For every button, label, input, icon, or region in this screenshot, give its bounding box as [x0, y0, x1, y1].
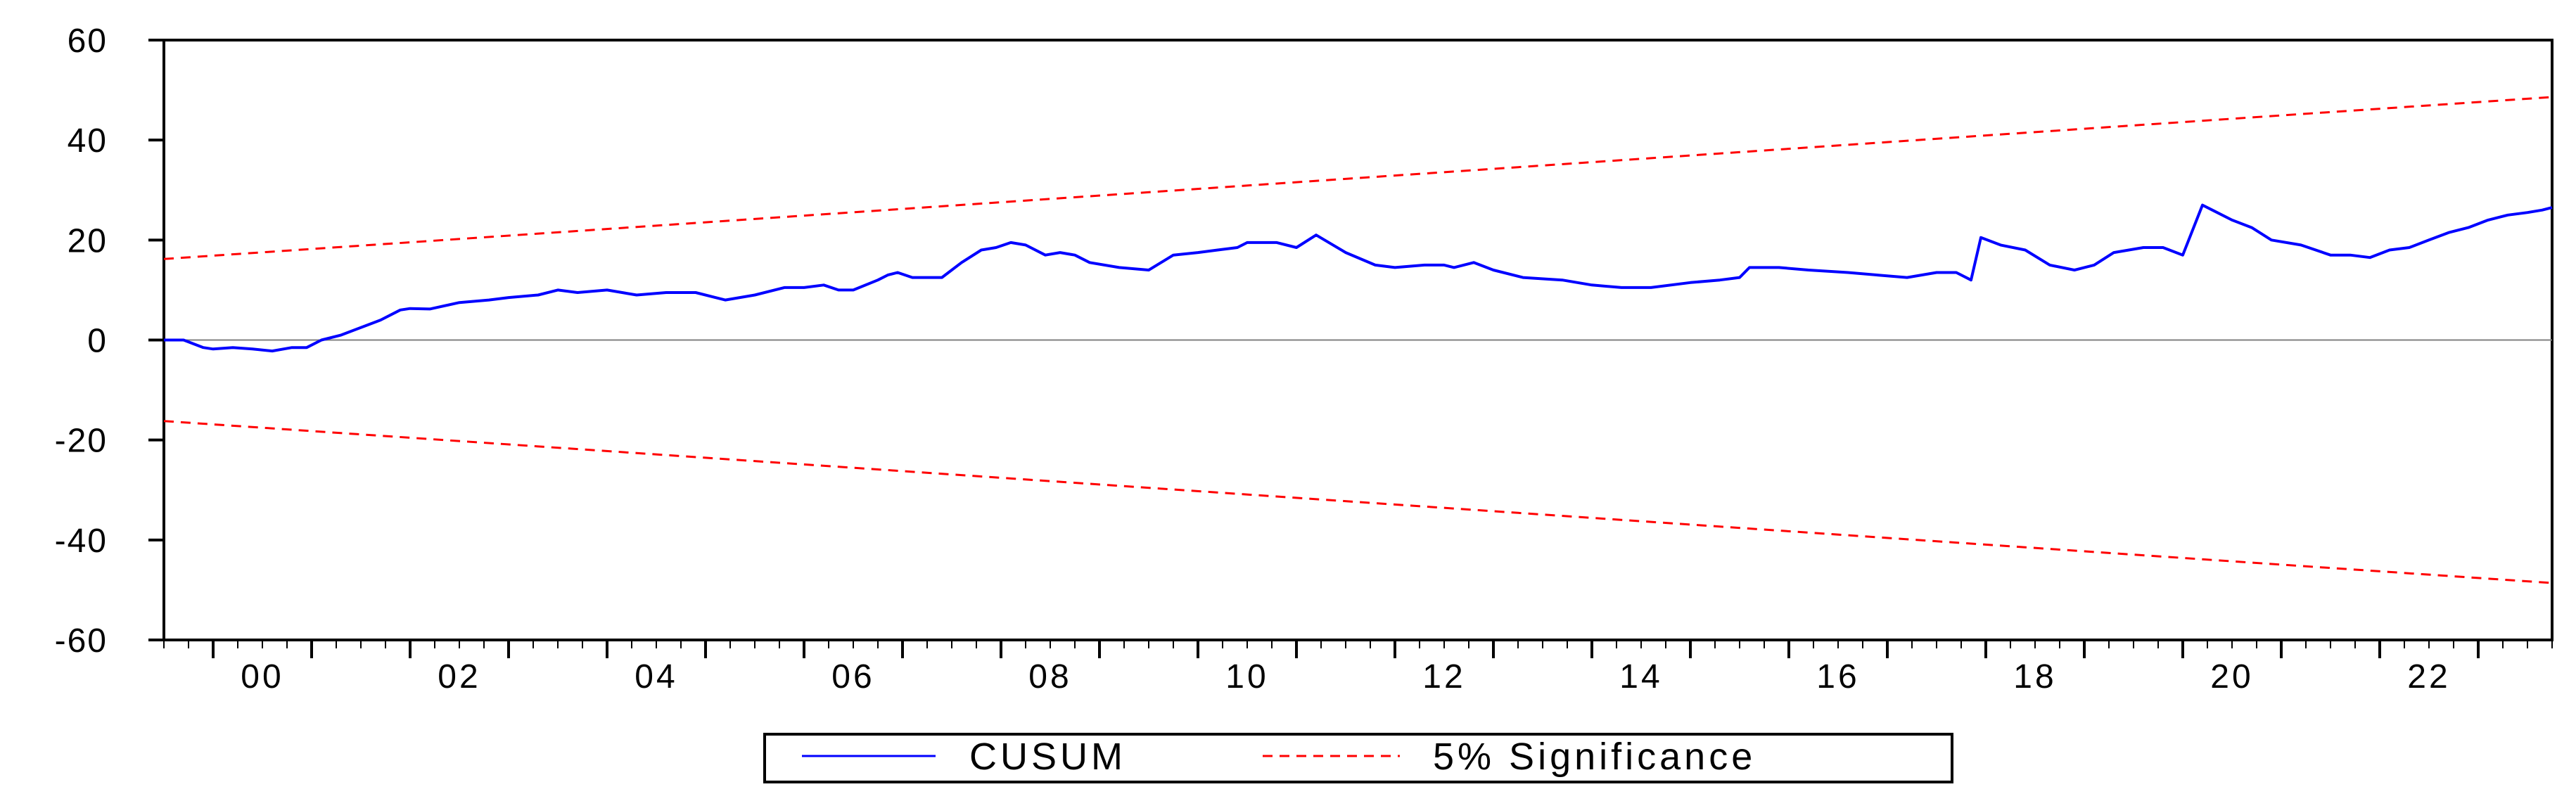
cusum-line [164, 203, 2553, 353]
y-tick-label: -40 [55, 523, 108, 560]
x-tick-label: 22 [2407, 658, 2450, 696]
plot-area: 60 40 20 0 -20 -40 -60 00 02 04 06 08 10 12 14 16 18 20 22 [55, 23, 2553, 696]
x-tick-label: 12 [1422, 658, 1465, 696]
x-tick-label: 18 [2013, 658, 2056, 696]
legend-box [763, 733, 1953, 783]
y-tick-label: 20 [68, 222, 108, 259]
legend-significance-label: 5% Significance [1433, 736, 1756, 778]
y-tick-label: -60 [55, 622, 108, 660]
x-tick-label: 08 [1028, 658, 1071, 696]
x-tick-label: 00 [241, 658, 283, 696]
legend-cusum-label: CUSUM [969, 736, 1126, 778]
x-tick-label: 06 [831, 658, 874, 696]
x-tick-label: 14 [1619, 658, 1662, 696]
x-tick-label: 04 [635, 658, 677, 696]
y-tick-label: 40 [68, 122, 108, 160]
significance-upper-line [163, 96, 2553, 260]
x-tick-label: 16 [1816, 658, 1859, 696]
x-tick-label: 02 [438, 658, 480, 696]
significance-lower-line [163, 420, 2553, 584]
y-tick-label: 0 [87, 323, 108, 360]
x-tick-label: 10 [1225, 658, 1268, 696]
legend: CUSUM 5% Significance [763, 733, 1953, 783]
y-tick-label: 60 [68, 23, 108, 60]
x-tick-label: 20 [2210, 658, 2253, 696]
y-tick-label: -20 [55, 423, 108, 460]
